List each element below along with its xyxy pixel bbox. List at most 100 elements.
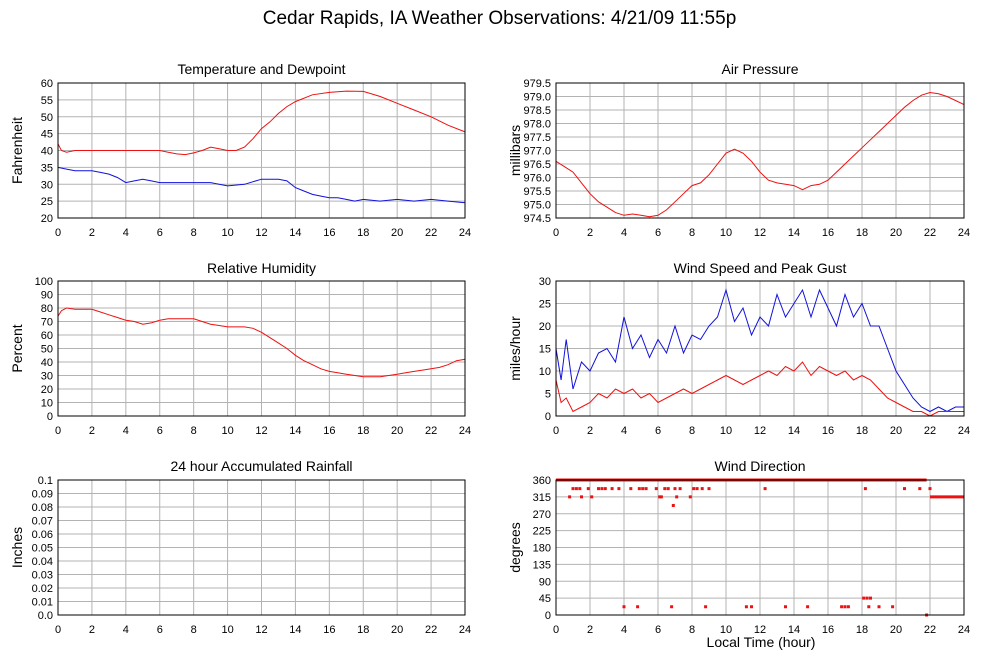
direction-point (666, 487, 670, 491)
x-tick-label: 10 (720, 624, 732, 636)
y-tick-label: 978.5 (523, 105, 551, 117)
direction-point (863, 487, 867, 491)
x-tick-label: 0 (553, 227, 559, 239)
direction-point (636, 605, 640, 609)
direction-point (918, 487, 922, 491)
y-tick-label: 20 (41, 213, 53, 225)
plot-frame (555, 479, 965, 616)
x-tick-label: 4 (621, 227, 627, 239)
y-tick-label: 100 (35, 276, 53, 288)
chart-title: 24 hour Accumulated Rainfall (170, 458, 352, 474)
y-tick-label: 0.08 (32, 502, 53, 514)
x-tick-label: 12 (255, 624, 267, 636)
x-tick-label: 24 (958, 227, 970, 239)
direction-point (692, 487, 696, 491)
y-tick-label: 0 (545, 411, 551, 423)
x-tick-label: 16 (323, 425, 335, 437)
series-line-0 (555, 91, 965, 218)
x-tick-label: 8 (191, 624, 197, 636)
y-tick-label: 0.05 (32, 543, 53, 555)
x-tick-label: 6 (157, 425, 163, 437)
x-tick-label: 16 (822, 227, 834, 239)
plot-frame (57, 82, 466, 219)
x-tick-label: 24 (958, 425, 970, 437)
direction-point (590, 495, 594, 499)
direction-point (586, 487, 590, 491)
y-tick-label: 979.5 (523, 78, 551, 90)
y-tick-label: 30 (539, 276, 551, 288)
direction-point (571, 487, 575, 491)
direction-point (603, 487, 607, 491)
x-tick-label: 8 (689, 227, 695, 239)
y-tick-label: 5 (545, 389, 551, 401)
y-tick-label: 40 (41, 146, 53, 158)
direction-point (578, 487, 582, 491)
x-tick-label: 10 (720, 227, 732, 239)
y-tick-label: 0.1 (38, 475, 53, 487)
direction-point (846, 605, 850, 609)
x-tick-label: 2 (89, 227, 95, 239)
direction-point (784, 605, 787, 609)
x-tick-label: 24 (459, 425, 471, 437)
x-tick-label: 18 (357, 425, 369, 437)
y-tick-label: 15 (539, 344, 551, 356)
direction-point (597, 487, 600, 491)
x-tick-label: 16 (323, 624, 335, 636)
direction-point (610, 487, 614, 491)
direction-point (659, 495, 663, 499)
x-tick-label: 2 (89, 624, 95, 636)
series-line-1 (57, 166, 466, 204)
direction-point (750, 605, 753, 609)
x-tick-label: 6 (655, 227, 661, 239)
y-tick-label: 0.07 (32, 516, 53, 528)
direction-point (568, 495, 572, 499)
direction-point (928, 487, 932, 491)
x-axis-label: Local Time (hour) (706, 634, 816, 650)
direction-point (695, 487, 699, 491)
direction-point (678, 487, 682, 491)
series-line-0 (57, 307, 466, 378)
y-tick-label: 45 (41, 129, 53, 141)
y-axis-label: miles/hour (507, 316, 523, 381)
x-tick-label: 6 (157, 227, 163, 239)
x-tick-label: 4 (621, 624, 627, 636)
x-tick-label: 12 (754, 624, 766, 636)
direction-point (865, 596, 869, 600)
series-line-0 (555, 288, 964, 413)
x-tick-label: 4 (123, 227, 129, 239)
y-tick-label: 20 (539, 321, 551, 333)
x-tick-label: 22 (924, 425, 936, 437)
direction-point (700, 487, 704, 491)
x-tick-label: 22 (425, 425, 437, 437)
y-axis-label: Fahrenheit (9, 117, 25, 184)
x-tick-label: 18 (856, 425, 868, 437)
x-tick-label: 6 (655, 624, 661, 636)
x-tick-label: 0 (55, 227, 61, 239)
y-tick-label: 60 (41, 78, 53, 90)
x-tick-label: 24 (459, 624, 471, 636)
y-tick-label: 0 (47, 411, 53, 423)
direction-point (670, 605, 674, 609)
x-tick-label: 20 (890, 227, 902, 239)
x-tick-label: 20 (391, 624, 403, 636)
y-axis-label: Percent (9, 324, 25, 372)
direction-point (629, 487, 633, 491)
y-tick-label: 35 (41, 162, 53, 174)
y-tick-label: 0.0 (38, 610, 53, 622)
y-tick-label: 50 (41, 344, 53, 356)
direction-point (663, 487, 667, 491)
direction-point (644, 487, 648, 491)
x-tick-label: 22 (924, 624, 936, 636)
y-tick-label: 0.06 (32, 529, 53, 541)
y-tick-label: 360 (533, 475, 551, 487)
direction-point (580, 495, 583, 499)
y-tick-label: 975.5 (523, 186, 551, 198)
x-tick-label: 16 (822, 425, 834, 437)
y-tick-label: 70 (41, 317, 53, 329)
y-tick-label: 975.0 (523, 200, 551, 212)
y-tick-label: 10 (539, 366, 551, 378)
